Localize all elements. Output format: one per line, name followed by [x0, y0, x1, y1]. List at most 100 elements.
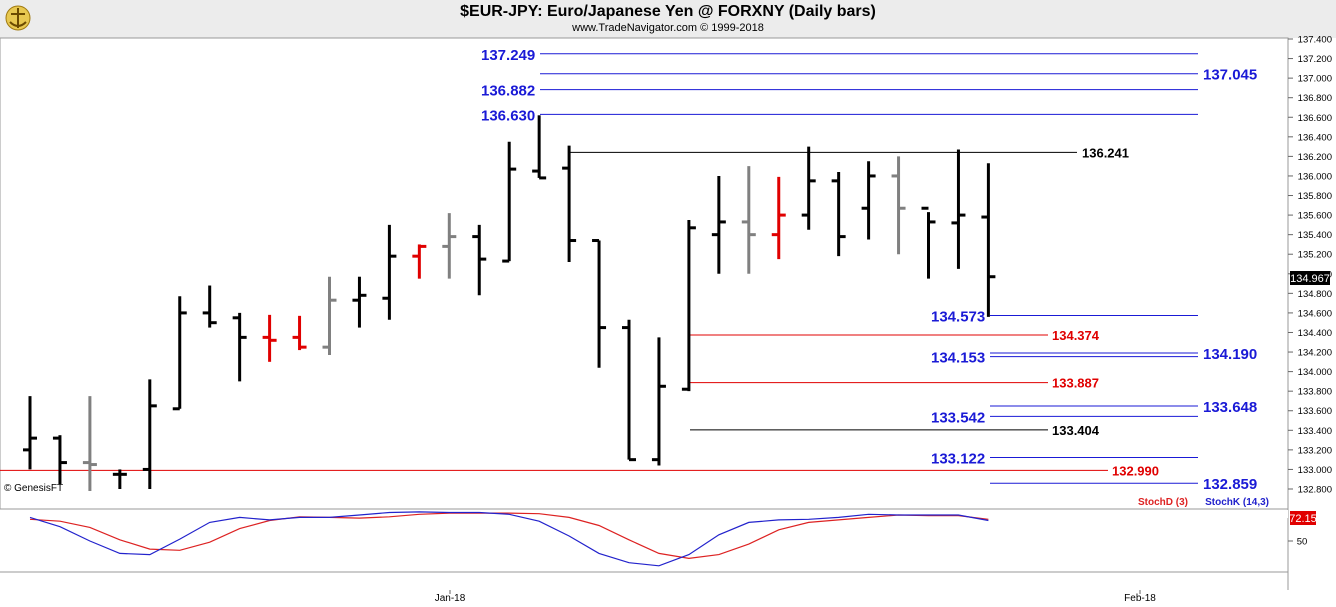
stoch-legend: StochD (3) StochK (14,3): [1138, 497, 1269, 508]
ohlc-bar: [562, 145, 577, 263]
level-label: 134.573: [931, 309, 985, 326]
frame-group: [0, 37, 1289, 590]
level-label: 136.882: [481, 83, 535, 100]
ohlc-bar: [412, 244, 427, 279]
stochd-line: [29, 512, 989, 560]
chart-header: $EUR-JPY: Euro/Japanese Yen @ FORXNY (Da…: [0, 0, 1336, 38]
price-panel-border: [0, 37, 1289, 510]
price-tick-label: 134.600: [1298, 308, 1332, 319]
price-tick-label: 132.800: [1298, 485, 1332, 496]
price-tick-label: 136.200: [1298, 152, 1332, 163]
price-tick-label: 135.800: [1298, 191, 1332, 202]
tradenavigator-logo: [5, 5, 31, 31]
ohlc-bar: [592, 239, 607, 368]
ohlc-bar: [622, 319, 636, 462]
stoch-upper-band: [0, 510, 1288, 518]
ohlc-bar: [951, 149, 966, 269]
level-label: 133.542: [931, 409, 985, 426]
price-tick-label: 133.200: [1298, 445, 1332, 456]
level-label: 134.374: [1052, 328, 1100, 343]
ohlc-bar: [82, 396, 97, 491]
ohlc-bar: [442, 213, 457, 279]
ohlc-bar: [861, 161, 876, 240]
price-tick-label: 135.400: [1298, 230, 1332, 241]
price-tick-label: 134.400: [1298, 328, 1332, 339]
ohlc-bar: [172, 296, 187, 411]
level-label: 134.190: [1203, 346, 1257, 363]
level-label: 133.122: [931, 451, 985, 468]
ohlc-bar: [292, 315, 307, 351]
ohlc-bar: [472, 224, 487, 296]
price-tick-label: 134.800: [1298, 289, 1332, 300]
stoch-last-tag: 72.15: [1289, 511, 1317, 525]
last-price-tag: 134.967: [1290, 271, 1330, 285]
ohlc-bar: [352, 276, 367, 328]
level-label: 132.859: [1203, 476, 1257, 493]
date-label: Feb-18: [1124, 593, 1156, 604]
ohlc-bar: [532, 115, 547, 180]
ohlc-bar: [681, 219, 696, 392]
price-tick-label: 133.400: [1298, 426, 1332, 437]
price-tick-label: 135.200: [1298, 250, 1332, 261]
ohlc-bar: [921, 206, 936, 279]
price-tick-label: 136.800: [1298, 93, 1332, 104]
ohlc-bars: [23, 115, 996, 491]
stoch-last-label: 72.15: [1289, 513, 1317, 525]
ohlc-bar: [322, 276, 337, 355]
ohlc-bar: [771, 176, 786, 260]
ohlc-bar: [891, 156, 906, 255]
ohlc-bar: [981, 163, 996, 317]
stochd-legend: StochD (3): [1138, 497, 1188, 508]
ohlc-bar: [741, 166, 756, 274]
price-tick-label: 133.600: [1298, 406, 1332, 417]
price-tick-label: 136.000: [1298, 171, 1332, 182]
ohlc-bar: [502, 141, 517, 263]
last-price-label: 134.967: [1290, 273, 1330, 285]
copyright-label: © GenesisFT: [4, 483, 63, 494]
price-tick-label: 137.200: [1298, 54, 1332, 65]
level-label: 136.630: [481, 107, 535, 124]
ohlc-bar: [23, 396, 37, 470]
stoch-last-box: [1290, 511, 1316, 525]
price-tick-label: 135.600: [1298, 211, 1332, 222]
level-label: 134.153: [931, 350, 985, 367]
stochk-legend: StochK (14,3): [1205, 497, 1269, 508]
ohlc-bar: [831, 172, 846, 257]
level-label: 132.990: [1112, 463, 1159, 478]
level-label: 133.887: [1052, 376, 1099, 391]
level-lines: 137.249 137.045 136.882 136.630 136.241 134.5…: [0, 47, 1257, 493]
stochastic-panel: 50: [29, 511, 1308, 567]
chart-subtitle: www.TradeNavigator.com © 1999-2018: [572, 22, 764, 34]
level-label: 133.648: [1203, 399, 1257, 416]
level-label: 133.404: [1052, 423, 1100, 438]
price-tick-label: 133.000: [1298, 465, 1332, 476]
price-tick-label: 134.000: [1298, 367, 1332, 378]
ohlc-bar: [651, 337, 666, 466]
price-tick-label: 137.000: [1298, 74, 1332, 85]
stochk-line: [29, 511, 989, 567]
last-price-box: [1290, 271, 1330, 285]
ohlc-bar: [202, 285, 217, 328]
ohlc-bar: [142, 379, 157, 489]
ohlc-bar: [711, 175, 726, 274]
ohlc-bar: [52, 435, 67, 485]
level-label: 137.045: [1203, 67, 1257, 84]
price-tick-label: 133.800: [1298, 387, 1332, 398]
ohlc-bar: [262, 314, 277, 362]
price-tick-label: 136.400: [1298, 132, 1332, 143]
price-tick-label: 137.400: [1298, 35, 1332, 46]
level-label: 137.249: [481, 47, 535, 64]
ohlc-bar: [382, 224, 397, 320]
date-axis: Jan-18 Feb-18: [435, 590, 1156, 604]
stoch-tick-label: 50: [1297, 537, 1308, 548]
level-label: 136.241: [1082, 145, 1129, 160]
ohlc-bar: [232, 312, 247, 382]
price-axis: 132.800 133.000 133.200 133.400 133.600 133.8…: [1288, 35, 1332, 496]
ohlc-bar: [801, 146, 816, 230]
chart-title: $EUR-JPY: Euro/Japanese Yen @ FORXNY (Da…: [460, 3, 876, 20]
price-tick-label: 134.200: [1298, 348, 1332, 359]
ohlc-bar: [112, 469, 127, 489]
date-label: Jan-18: [435, 593, 466, 604]
price-tick-label: 136.600: [1298, 113, 1332, 124]
